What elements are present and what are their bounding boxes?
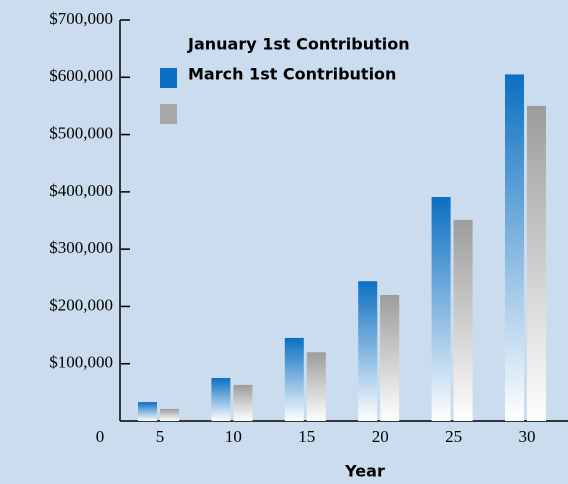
bar	[453, 219, 473, 421]
x-tick-label: 5	[156, 427, 165, 446]
bar	[527, 105, 546, 421]
bar	[284, 337, 304, 421]
bar	[211, 378, 231, 421]
bar	[358, 281, 378, 421]
bar	[380, 294, 400, 421]
x-tick-label: 25	[445, 427, 462, 446]
y-tick-label: $500,000	[49, 123, 113, 142]
bar	[138, 402, 157, 421]
x-tick-label: 10	[225, 427, 242, 446]
bar	[431, 197, 451, 421]
legend-swatch	[160, 104, 177, 124]
y-tick-label: $700,000	[49, 9, 113, 28]
x-tick-label: 30	[519, 427, 536, 446]
x-axis-label: Year	[344, 462, 385, 481]
y-tick-label: $400,000	[49, 181, 113, 200]
bar	[233, 384, 253, 421]
y-tick-label: 0	[96, 427, 105, 446]
x-tick-label: 15	[298, 427, 315, 446]
bar	[505, 74, 524, 422]
legend-label: March 1st Contribution	[188, 65, 396, 84]
y-tick-label: $200,000	[49, 295, 113, 314]
bar	[160, 408, 179, 421]
legend-swatch	[160, 68, 177, 88]
legend-label: January 1st Contribution	[187, 35, 410, 54]
x-tick-label: 20	[372, 427, 389, 446]
y-tick-label: $300,000	[49, 238, 113, 257]
y-tick-label: $600,000	[49, 66, 113, 85]
y-tick-label: $100,000	[49, 353, 113, 372]
bar	[306, 352, 326, 421]
